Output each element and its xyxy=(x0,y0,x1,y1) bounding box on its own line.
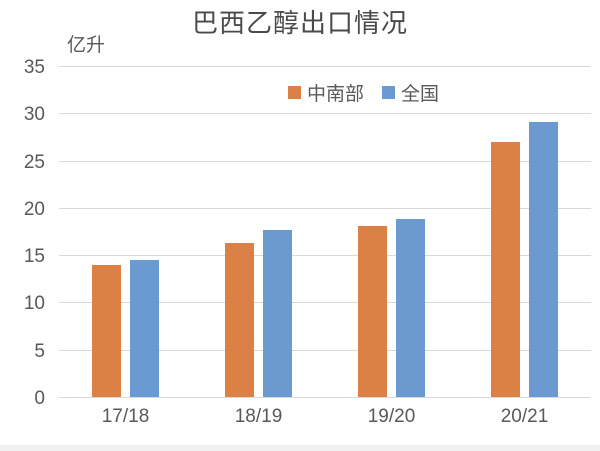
bar-中南部-18-19 xyxy=(225,242,254,397)
y-tick-label-25: 25 xyxy=(23,151,45,173)
bottom-strip xyxy=(0,445,600,451)
gridline-15 xyxy=(59,255,591,257)
bar-group-20-21 xyxy=(458,66,591,397)
legend-swatch-national xyxy=(382,86,396,99)
y-tick-label-5: 5 xyxy=(34,340,45,362)
legend-label-central-south: 中南部 xyxy=(307,84,365,105)
x-axis-label-18-19: 18/19 xyxy=(234,406,283,427)
x-axis-labels: 17/18 18/19 19/20 20/21 xyxy=(59,406,591,428)
y-tick-label-10: 10 xyxy=(23,293,45,315)
gridline-5 xyxy=(59,349,591,351)
chart-title: 巴西乙醇出口情况 xyxy=(191,9,408,39)
gridline-0 xyxy=(59,397,591,398)
bar-全国-19-20 xyxy=(396,219,425,397)
y-tick-label-20: 20 xyxy=(23,198,45,220)
bar-中南部-17-18 xyxy=(92,264,121,397)
gridline-30 xyxy=(59,113,591,115)
bar-group-18-19 xyxy=(192,66,325,397)
plot-area: 35 30 25 20 15 10 5 0 17/18 18/19 19/20 20/21 xyxy=(24,57,591,427)
legend: 中南部 全国 xyxy=(288,79,439,106)
bar-group-17-18 xyxy=(59,66,192,397)
bar-group-19-20 xyxy=(325,66,458,397)
legend-item-national: 全国 xyxy=(382,79,439,106)
y-tick-label-30: 30 xyxy=(23,104,45,126)
y-axis-unit-label: 亿升 xyxy=(67,35,106,56)
x-axis-label-17-18: 17/18 xyxy=(101,406,150,427)
bar-中南部-19-20 xyxy=(358,225,387,397)
x-axis-label-19-20: 19/20 xyxy=(367,406,416,427)
legend-item-central-south: 中南部 xyxy=(288,79,364,106)
bar-全国-17-18 xyxy=(130,259,159,397)
y-tick-label-15: 15 xyxy=(23,246,45,268)
gridline-20 xyxy=(59,207,591,209)
x-axis-label-20-21: 20/21 xyxy=(500,406,549,427)
legend-label-national: 全国 xyxy=(401,84,440,105)
bar-中南部-20-21 xyxy=(491,141,520,397)
gridline-10 xyxy=(59,302,591,304)
legend-swatch-central-south xyxy=(288,86,301,99)
y-tick-label-0: 0 xyxy=(34,388,45,409)
y-tick-label-35: 35 xyxy=(23,57,45,78)
gridline-35 xyxy=(59,66,591,67)
bar-groups xyxy=(59,66,591,397)
gridline-25 xyxy=(59,160,591,162)
bar-全国-18-19 xyxy=(263,229,292,397)
bar-全国-20-21 xyxy=(529,121,558,397)
